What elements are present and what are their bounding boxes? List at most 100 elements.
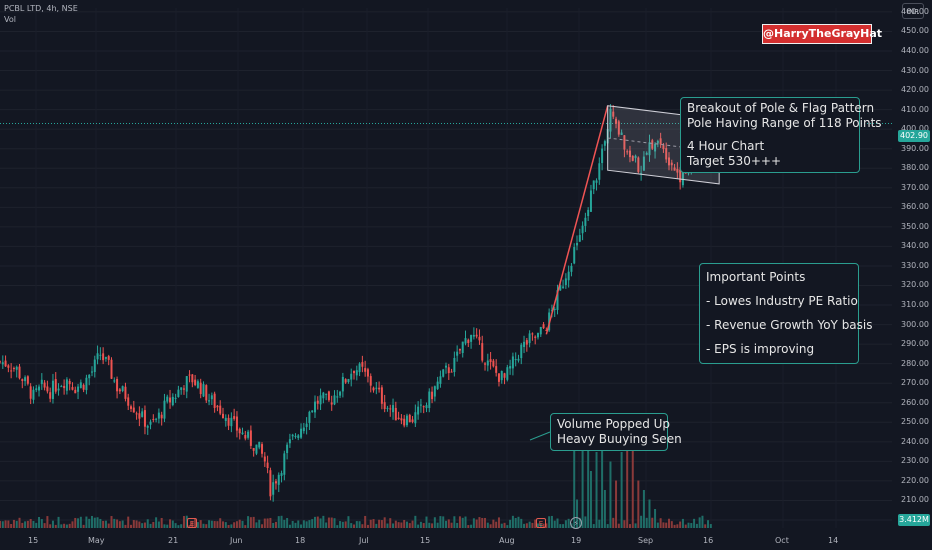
volume-bar xyxy=(361,524,364,528)
candle-body xyxy=(453,357,456,373)
volume-bar xyxy=(308,520,311,528)
candle-body xyxy=(118,389,121,392)
volume-bar xyxy=(564,520,567,528)
volume-bar xyxy=(497,517,500,528)
candle-body xyxy=(208,400,211,402)
volume-bar xyxy=(693,518,696,528)
volume-bar xyxy=(656,522,659,528)
volume-bar xyxy=(65,524,68,528)
volume-bar xyxy=(534,519,537,528)
volume-bar xyxy=(18,517,21,528)
volume-bar xyxy=(104,520,107,528)
earnings-icon[interactable]: E xyxy=(187,518,197,528)
volume-bar xyxy=(227,524,230,528)
candle-body xyxy=(85,377,88,391)
volume-bar xyxy=(116,519,119,528)
volume-bar xyxy=(408,523,411,528)
candle-body xyxy=(291,434,294,437)
volume-bar xyxy=(35,522,38,528)
volume-bar xyxy=(456,522,459,528)
candle-body xyxy=(325,393,328,395)
candle-body xyxy=(495,366,498,373)
volume-bar xyxy=(445,520,447,528)
volume-bar xyxy=(422,523,425,528)
volume-bar xyxy=(581,442,584,528)
volume-bar xyxy=(1,521,4,528)
candle-body xyxy=(392,405,395,413)
candle-body xyxy=(149,421,152,425)
candle-body xyxy=(640,173,643,175)
candle-body xyxy=(564,278,567,285)
author-tag: @HarryTheGrayHat xyxy=(762,24,882,44)
volume-bar xyxy=(389,518,392,528)
candle-body xyxy=(29,386,32,399)
volume-bar xyxy=(659,518,662,528)
volume-bar xyxy=(603,490,606,528)
volume-bar xyxy=(107,523,110,528)
lightning-icon[interactable]: ⚡ xyxy=(570,517,582,529)
candle-body xyxy=(121,386,124,391)
volume-bar xyxy=(274,521,277,528)
candle-body xyxy=(244,435,247,439)
candle-body xyxy=(74,389,77,394)
candle-body xyxy=(439,376,442,384)
candle-body xyxy=(394,407,397,421)
volume-bar xyxy=(297,520,300,528)
y-tick-label: 270.00 xyxy=(901,378,929,388)
volume-bar xyxy=(10,524,13,528)
x-tick-label: Oct xyxy=(775,536,789,545)
volume-bar xyxy=(63,523,66,528)
candle-body xyxy=(188,374,191,376)
annotation-spacer xyxy=(706,285,852,294)
candle-body xyxy=(587,209,590,217)
currency-button[interactable]: INR xyxy=(902,3,924,19)
volume-bar xyxy=(51,520,54,528)
volume-bar xyxy=(77,518,80,528)
candle-body xyxy=(681,171,684,186)
point-item: - EPS is improving xyxy=(706,342,815,356)
candle-body xyxy=(489,359,492,363)
volume-bar xyxy=(196,522,199,528)
candle-body xyxy=(578,235,581,242)
volume-bar xyxy=(492,519,495,528)
volume-bar xyxy=(461,517,464,528)
volume-bar xyxy=(623,520,626,528)
y-tick-label: 370.00 xyxy=(901,182,929,192)
volume-bar xyxy=(419,521,422,528)
candle-body xyxy=(442,369,445,377)
candle-body xyxy=(305,423,308,427)
volume-bar xyxy=(470,524,473,528)
y-tick-label: 410.00 xyxy=(901,104,929,114)
candle-body xyxy=(467,339,470,344)
volume-bar xyxy=(330,517,333,528)
volume-bar xyxy=(642,490,645,528)
volume-bar xyxy=(157,521,160,528)
volume-bar xyxy=(503,522,506,528)
volume-bar xyxy=(386,523,389,528)
candle-body xyxy=(525,340,528,345)
candle-body xyxy=(138,413,141,419)
candle-body xyxy=(12,368,15,370)
candle-body xyxy=(146,425,149,428)
candle-body xyxy=(135,413,138,415)
candle-body xyxy=(528,333,531,344)
volume-bar xyxy=(263,518,266,528)
candle-body xyxy=(458,348,461,351)
candle-body xyxy=(383,402,386,410)
earnings-icon[interactable]: E xyxy=(536,518,546,528)
y-tick-label: 420.00 xyxy=(901,85,929,95)
volume-bar xyxy=(698,517,701,528)
volume-bar xyxy=(350,523,353,528)
y-tick-label: 230.00 xyxy=(901,456,929,466)
candle-body xyxy=(35,388,38,391)
candle-body xyxy=(300,428,303,438)
volume-bar xyxy=(244,525,247,528)
volume-bar xyxy=(375,523,378,528)
volume-bar xyxy=(141,523,144,528)
candle-body xyxy=(631,155,634,161)
volume-bar xyxy=(431,523,434,528)
volume-bar xyxy=(238,519,241,528)
volume-bar xyxy=(146,519,149,528)
candle-body xyxy=(603,141,606,146)
volume-bar xyxy=(99,518,102,528)
